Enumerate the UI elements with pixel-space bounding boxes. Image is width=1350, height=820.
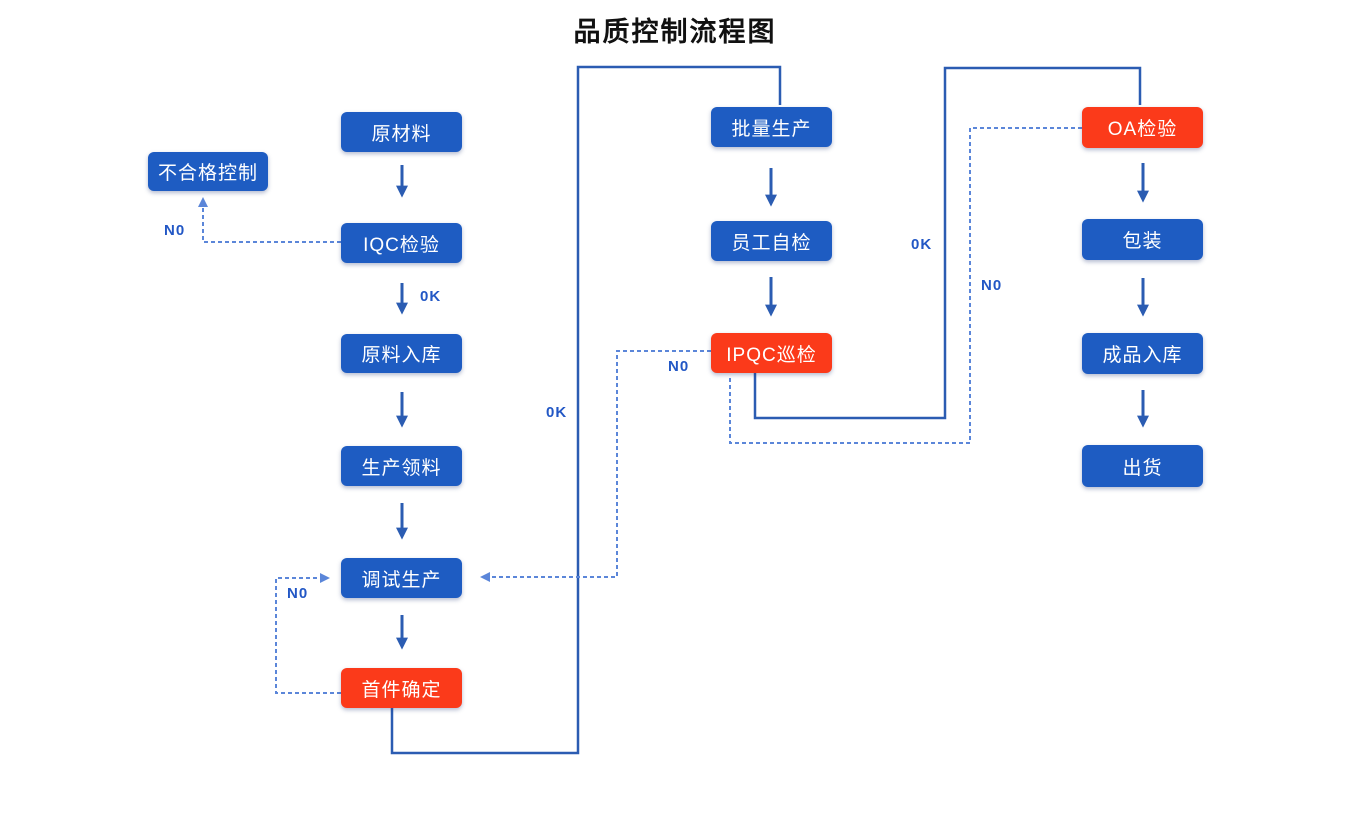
edge-iqc-no-to-nonconforming xyxy=(198,197,341,243)
edge-ipqc-ok-to-oa xyxy=(753,66,1142,420)
edge-label-oa-no: N0 xyxy=(981,277,1003,294)
node-self-inspection: 员工自检 xyxy=(711,221,832,261)
node-debug-production: 调试生产 xyxy=(341,558,462,598)
node-oa-inspection: OA检验 xyxy=(1082,107,1203,148)
node-shipping: 出货 xyxy=(1082,445,1203,487)
node-raw-material: 原材料 xyxy=(341,112,462,152)
edge-label-ipqc-ok: 0K xyxy=(911,236,933,253)
edge-label-ipqc-no: N0 xyxy=(668,358,690,375)
node-finished-warehouse: 成品入库 xyxy=(1082,333,1203,374)
node-ipqc-patrol: IPQC巡检 xyxy=(711,333,832,373)
edge-first-article-no-to-debug xyxy=(275,573,341,694)
node-first-article: 首件确定 xyxy=(341,668,462,708)
node-batch-production: 批量生产 xyxy=(711,107,832,147)
edge-label-first-article-no: N0 xyxy=(287,585,309,602)
node-packaging: 包装 xyxy=(1082,219,1203,260)
node-nonconforming-control: 不合格控制 xyxy=(148,152,268,191)
node-iqc-inspection: IQC检验 xyxy=(341,223,462,263)
node-production-picking: 生产领料 xyxy=(341,446,462,486)
edge-first-article-ok-to-batch xyxy=(390,65,782,755)
edge-label-iqc-no: N0 xyxy=(164,222,186,239)
page-title: 品质控制流程图 xyxy=(573,17,777,47)
edge-label-iqc-ok: 0K xyxy=(420,288,442,305)
edge-oa-no-to-ipqc xyxy=(729,127,1082,444)
edge-label-first-article-ok: 0K xyxy=(546,404,568,421)
node-raw-warehouse: 原料入库 xyxy=(341,334,462,373)
edge-ipqc-no-to-debug xyxy=(480,350,711,582)
